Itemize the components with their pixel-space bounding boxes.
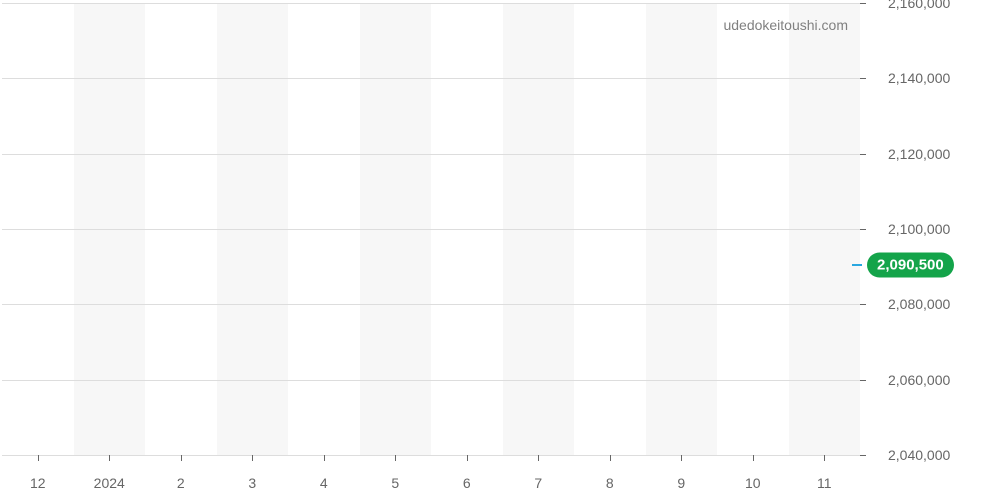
price-chart: udedokeitoushi.com 12 2024 2 3 4 5 6 7 8 9 10 11 2,… xyxy=(0,0,1000,500)
y-axis-label: 2,080,000 xyxy=(888,296,950,312)
x-axis-label: 2024 xyxy=(94,475,125,491)
grid-line xyxy=(2,380,860,381)
x-axis-label: 6 xyxy=(463,475,471,491)
x-tick xyxy=(753,455,754,461)
y-tick xyxy=(860,78,866,79)
x-axis-label: 12 xyxy=(30,475,46,491)
current-price-badge: 2,090,500 xyxy=(867,252,954,277)
y-axis-label: 2,140,000 xyxy=(888,70,950,86)
grid-line xyxy=(2,154,860,155)
grid-line xyxy=(2,3,860,4)
y-tick xyxy=(860,229,866,230)
y-tick xyxy=(860,154,866,155)
x-tick xyxy=(395,455,396,461)
x-tick xyxy=(38,455,39,461)
y-tick xyxy=(860,304,866,305)
x-axis-label: 4 xyxy=(320,475,328,491)
y-axis-label: 2,120,000 xyxy=(888,146,950,162)
x-tick xyxy=(824,455,825,461)
y-axis-label: 2,060,000 xyxy=(888,372,950,388)
x-tick xyxy=(324,455,325,461)
grid-line xyxy=(2,229,860,230)
x-tick xyxy=(538,455,539,461)
x-tick xyxy=(109,455,110,461)
x-tick xyxy=(681,455,682,461)
grid-line xyxy=(2,304,860,305)
x-axis-label: 8 xyxy=(606,475,614,491)
watermark-text: udedokeitoushi.com xyxy=(688,17,848,33)
x-tick xyxy=(252,455,253,461)
y-tick xyxy=(860,455,866,456)
x-tick xyxy=(610,455,611,461)
x-axis-label: 10 xyxy=(745,475,761,491)
x-axis-label: 9 xyxy=(677,475,685,491)
plot-area xyxy=(2,3,860,455)
y-axis-label: 2,040,000 xyxy=(888,447,950,463)
x-axis-label: 5 xyxy=(391,475,399,491)
data-point-marker xyxy=(852,264,862,266)
grid-line xyxy=(2,455,860,456)
y-axis-label: 2,100,000 xyxy=(888,221,950,237)
x-tick xyxy=(181,455,182,461)
x-axis-label: 3 xyxy=(248,475,256,491)
x-axis-label: 7 xyxy=(534,475,542,491)
x-axis-label: 2 xyxy=(177,475,185,491)
x-tick xyxy=(467,455,468,461)
x-axis-label: 11 xyxy=(817,475,832,491)
y-axis-label: 2,160,000 xyxy=(888,0,950,11)
current-price-value: 2,090,500 xyxy=(877,256,944,273)
y-tick xyxy=(860,3,866,4)
grid-line xyxy=(2,78,860,79)
y-tick xyxy=(860,380,866,381)
